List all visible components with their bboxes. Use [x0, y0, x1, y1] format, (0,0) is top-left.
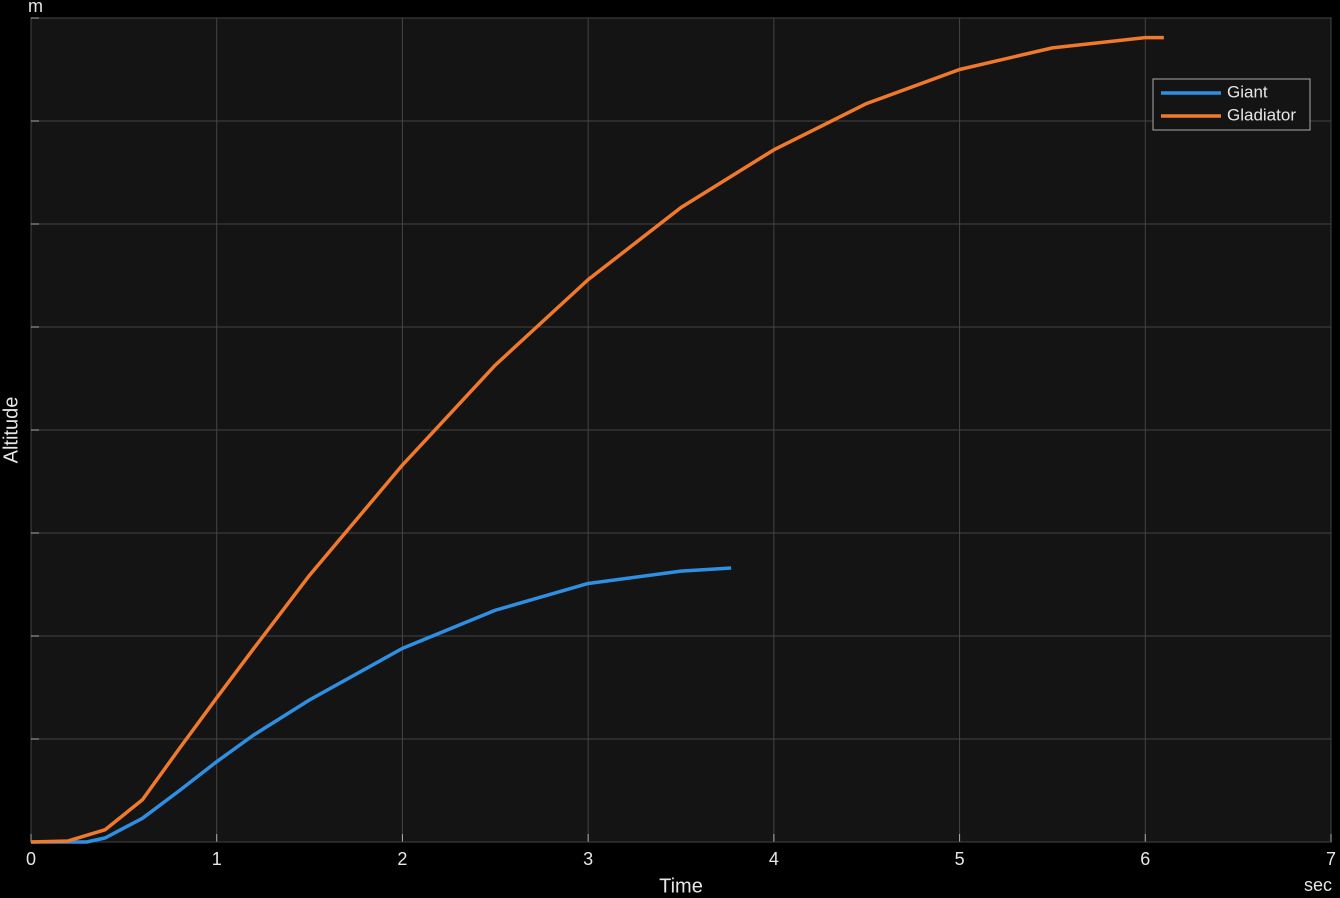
- y-unit: m: [28, 0, 43, 16]
- x-tick-label: 5: [955, 849, 965, 869]
- x-tick-label: 4: [769, 849, 779, 869]
- line-series: [30, 35, 1164, 844]
- x-unit: sec: [1304, 875, 1332, 895]
- x-label: Time: [659, 875, 703, 897]
- line-series: [31, 566, 732, 844]
- legend-label: Giant: [1227, 82, 1268, 101]
- x-tick-label: 7: [1326, 849, 1336, 869]
- legend-label: Gladiator: [1227, 105, 1296, 124]
- x-tick-label: 0: [26, 849, 36, 869]
- x-tick-label: 3: [583, 849, 593, 869]
- x-tick-label: 1: [212, 849, 222, 869]
- x-tick-label: 2: [397, 849, 407, 869]
- legend-box: [1152, 78, 1311, 131]
- y-label: Altitude: [0, 397, 22, 464]
- x-tick-label: 6: [1140, 849, 1150, 869]
